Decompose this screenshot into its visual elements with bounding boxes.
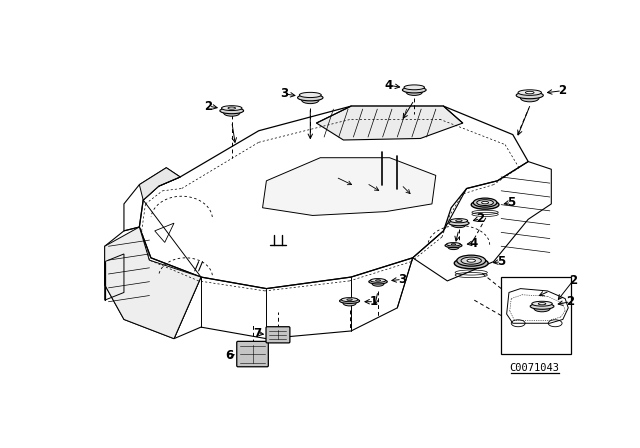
Text: 4: 4	[469, 237, 477, 250]
Ellipse shape	[298, 95, 323, 101]
Ellipse shape	[482, 201, 488, 204]
Ellipse shape	[532, 301, 552, 306]
Ellipse shape	[461, 257, 481, 264]
Ellipse shape	[454, 258, 488, 269]
Ellipse shape	[520, 95, 539, 102]
Ellipse shape	[452, 222, 466, 228]
Text: 2: 2	[569, 275, 577, 288]
Ellipse shape	[340, 298, 360, 303]
Ellipse shape	[369, 280, 387, 284]
Ellipse shape	[448, 245, 459, 250]
FancyBboxPatch shape	[237, 341, 268, 367]
Ellipse shape	[530, 303, 554, 309]
Ellipse shape	[300, 92, 321, 98]
Ellipse shape	[376, 280, 381, 281]
Text: 2: 2	[566, 295, 575, 308]
Ellipse shape	[477, 200, 493, 206]
Ellipse shape	[445, 243, 462, 248]
Ellipse shape	[221, 106, 242, 111]
Ellipse shape	[518, 90, 541, 95]
Ellipse shape	[347, 299, 352, 301]
Polygon shape	[140, 168, 180, 200]
Text: C0071043: C0071043	[509, 363, 559, 373]
Text: 3: 3	[280, 87, 288, 100]
Polygon shape	[316, 106, 463, 140]
Ellipse shape	[534, 306, 550, 312]
Ellipse shape	[372, 281, 384, 286]
Ellipse shape	[341, 297, 358, 302]
Text: 3: 3	[398, 273, 406, 286]
Ellipse shape	[449, 220, 469, 226]
Ellipse shape	[467, 259, 476, 262]
Ellipse shape	[228, 107, 236, 109]
Polygon shape	[105, 227, 201, 339]
Ellipse shape	[371, 279, 386, 282]
Ellipse shape	[538, 303, 546, 305]
Ellipse shape	[471, 200, 499, 209]
Ellipse shape	[474, 198, 497, 207]
Text: 2: 2	[476, 212, 484, 225]
Ellipse shape	[223, 110, 240, 116]
Ellipse shape	[301, 97, 319, 103]
Ellipse shape	[404, 85, 424, 90]
Ellipse shape	[451, 244, 456, 245]
Ellipse shape	[220, 108, 244, 114]
Ellipse shape	[457, 255, 486, 266]
Ellipse shape	[525, 91, 534, 94]
Ellipse shape	[450, 219, 468, 223]
Text: 4: 4	[385, 79, 393, 92]
Text: 5: 5	[507, 196, 515, 209]
Bar	[501, 277, 570, 354]
Text: 6: 6	[225, 349, 234, 362]
Text: 2: 2	[205, 99, 212, 112]
Text: 5: 5	[497, 255, 506, 268]
Polygon shape	[262, 158, 436, 215]
Text: 7: 7	[253, 327, 261, 340]
Ellipse shape	[447, 243, 461, 246]
Text: 1: 1	[370, 295, 378, 308]
Ellipse shape	[403, 87, 426, 93]
Text: 2: 2	[558, 84, 566, 97]
Ellipse shape	[343, 301, 356, 306]
Ellipse shape	[516, 92, 543, 99]
FancyBboxPatch shape	[266, 327, 290, 343]
Ellipse shape	[456, 220, 462, 222]
Ellipse shape	[406, 89, 422, 95]
